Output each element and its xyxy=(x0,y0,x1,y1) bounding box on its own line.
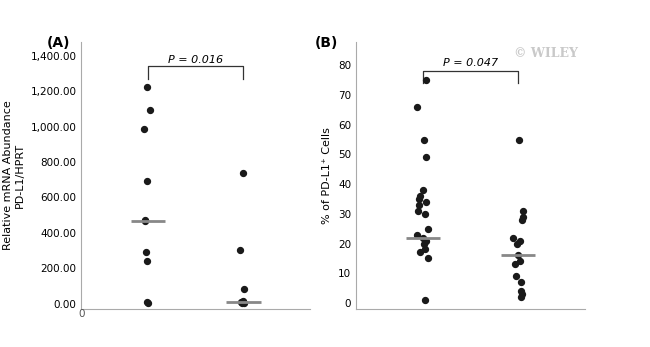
Point xyxy=(414,202,424,208)
Point xyxy=(238,298,248,304)
Point xyxy=(239,287,249,292)
Y-axis label: Relative mRNA Abundance
PD-L1/HPRT: Relative mRNA Abundance PD-L1/HPRT xyxy=(3,100,25,250)
Point xyxy=(418,235,428,240)
Point xyxy=(412,232,423,237)
Point xyxy=(142,258,152,264)
Point xyxy=(144,107,155,112)
Point xyxy=(421,199,431,205)
Point xyxy=(420,297,430,303)
Point xyxy=(421,238,432,243)
Point xyxy=(516,294,526,300)
Point xyxy=(508,235,518,240)
Point xyxy=(517,291,527,297)
Point xyxy=(510,262,520,267)
Point xyxy=(421,77,431,83)
Point xyxy=(142,84,153,90)
Point xyxy=(140,219,150,224)
Text: P = 0.047: P = 0.047 xyxy=(443,58,498,68)
Point xyxy=(517,217,527,222)
Point xyxy=(239,300,250,305)
Point xyxy=(517,208,528,214)
Point xyxy=(515,279,526,285)
Point xyxy=(422,226,433,231)
Text: © WILEY: © WILEY xyxy=(514,47,578,60)
Text: (A): (A) xyxy=(47,36,70,50)
Point xyxy=(420,211,430,217)
Point xyxy=(237,299,248,305)
Point xyxy=(514,253,524,258)
Point xyxy=(420,247,430,252)
Text: (B): (B) xyxy=(315,36,338,50)
Point xyxy=(414,196,424,202)
Point xyxy=(236,299,246,305)
Point xyxy=(238,170,248,175)
Point xyxy=(412,104,423,110)
Point xyxy=(235,247,245,252)
Point xyxy=(514,137,525,142)
Point xyxy=(516,288,526,294)
Text: 0: 0 xyxy=(78,309,84,319)
Point xyxy=(517,214,528,220)
Y-axis label: % of PD-L1⁺ Cells: % of PD-L1⁺ Cells xyxy=(322,127,333,224)
Point xyxy=(237,300,247,306)
Point xyxy=(413,208,423,214)
Point xyxy=(419,137,430,142)
Point xyxy=(140,218,151,223)
Point xyxy=(515,238,526,243)
Point xyxy=(510,273,521,279)
Point xyxy=(140,249,151,255)
Point xyxy=(415,249,426,255)
Point xyxy=(422,256,433,261)
Point xyxy=(417,187,428,193)
Text: P = 0.016: P = 0.016 xyxy=(168,54,224,65)
Point xyxy=(415,193,425,199)
Point xyxy=(421,155,431,160)
Point xyxy=(238,299,248,305)
Point xyxy=(515,259,525,264)
Point xyxy=(139,126,150,132)
Point xyxy=(142,299,153,305)
Point xyxy=(141,178,151,183)
Point xyxy=(512,241,522,246)
Point xyxy=(419,241,429,246)
Point xyxy=(143,300,153,305)
